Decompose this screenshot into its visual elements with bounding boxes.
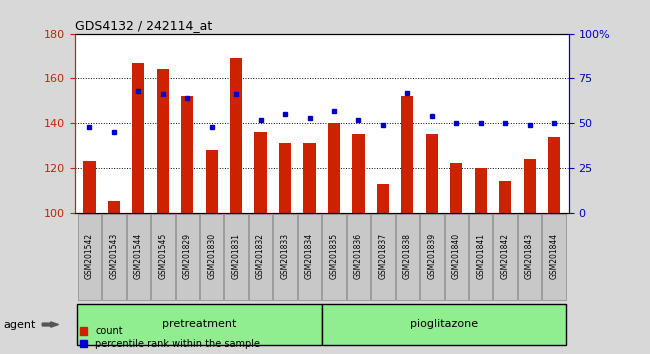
Text: GSM201842: GSM201842 (500, 233, 510, 279)
Bar (279, 143, 291, 213)
FancyBboxPatch shape (224, 215, 248, 301)
Bar (523, 159, 536, 213)
Text: GSM201840: GSM201840 (452, 233, 461, 279)
Text: agent: agent (3, 320, 36, 330)
Text: GSM201832: GSM201832 (256, 233, 265, 279)
Text: GSM201836: GSM201836 (354, 233, 363, 279)
Bar (108, 201, 120, 213)
Text: GSM201831: GSM201831 (231, 233, 240, 279)
Bar (499, 181, 512, 213)
FancyBboxPatch shape (322, 304, 566, 345)
Bar (377, 184, 389, 213)
Text: GSM201837: GSM201837 (378, 233, 387, 279)
FancyBboxPatch shape (249, 215, 272, 301)
Bar (450, 164, 462, 213)
Text: GSM201545: GSM201545 (159, 233, 167, 279)
Bar (205, 150, 218, 213)
FancyBboxPatch shape (102, 215, 125, 301)
Bar (83, 161, 96, 213)
FancyBboxPatch shape (298, 215, 321, 301)
FancyBboxPatch shape (274, 215, 297, 301)
Bar (181, 96, 193, 213)
Bar (548, 137, 560, 213)
Bar (304, 143, 316, 213)
Bar (474, 168, 487, 213)
Bar (230, 58, 242, 213)
Bar (352, 134, 365, 213)
Text: pretreatment: pretreatment (162, 319, 237, 329)
Text: GSM201830: GSM201830 (207, 233, 216, 279)
FancyBboxPatch shape (176, 215, 199, 301)
FancyBboxPatch shape (78, 215, 101, 301)
Text: GSM201829: GSM201829 (183, 233, 192, 279)
FancyBboxPatch shape (493, 215, 517, 301)
Bar (328, 123, 340, 213)
Text: GSM201544: GSM201544 (134, 233, 143, 279)
FancyBboxPatch shape (322, 215, 346, 301)
Text: GSM201843: GSM201843 (525, 233, 534, 279)
FancyBboxPatch shape (346, 215, 370, 301)
Text: GSM201841: GSM201841 (476, 233, 485, 279)
Text: pioglitazone: pioglitazone (410, 319, 478, 329)
FancyBboxPatch shape (445, 215, 468, 301)
Bar (426, 134, 438, 213)
FancyBboxPatch shape (77, 304, 322, 345)
Text: GSM201833: GSM201833 (281, 233, 289, 279)
FancyBboxPatch shape (396, 215, 419, 301)
Legend: count, percentile rank within the sample: count, percentile rank within the sample (79, 326, 260, 349)
Text: GSM201844: GSM201844 (550, 233, 558, 279)
FancyBboxPatch shape (151, 215, 175, 301)
Text: GSM201838: GSM201838 (403, 233, 412, 279)
FancyBboxPatch shape (127, 215, 150, 301)
Bar (255, 132, 266, 213)
Bar (157, 69, 169, 213)
Bar (132, 63, 144, 213)
Text: GSM201839: GSM201839 (427, 233, 436, 279)
Text: GSM201835: GSM201835 (330, 233, 339, 279)
FancyBboxPatch shape (200, 215, 224, 301)
Text: GSM201543: GSM201543 (109, 233, 118, 279)
FancyBboxPatch shape (469, 215, 493, 301)
Text: GSM201542: GSM201542 (85, 233, 94, 279)
FancyBboxPatch shape (420, 215, 443, 301)
FancyBboxPatch shape (542, 215, 566, 301)
FancyBboxPatch shape (518, 215, 541, 301)
Text: GDS4132 / 242114_at: GDS4132 / 242114_at (75, 19, 212, 33)
Text: GSM201834: GSM201834 (305, 233, 314, 279)
FancyBboxPatch shape (371, 215, 395, 301)
Bar (401, 96, 413, 213)
